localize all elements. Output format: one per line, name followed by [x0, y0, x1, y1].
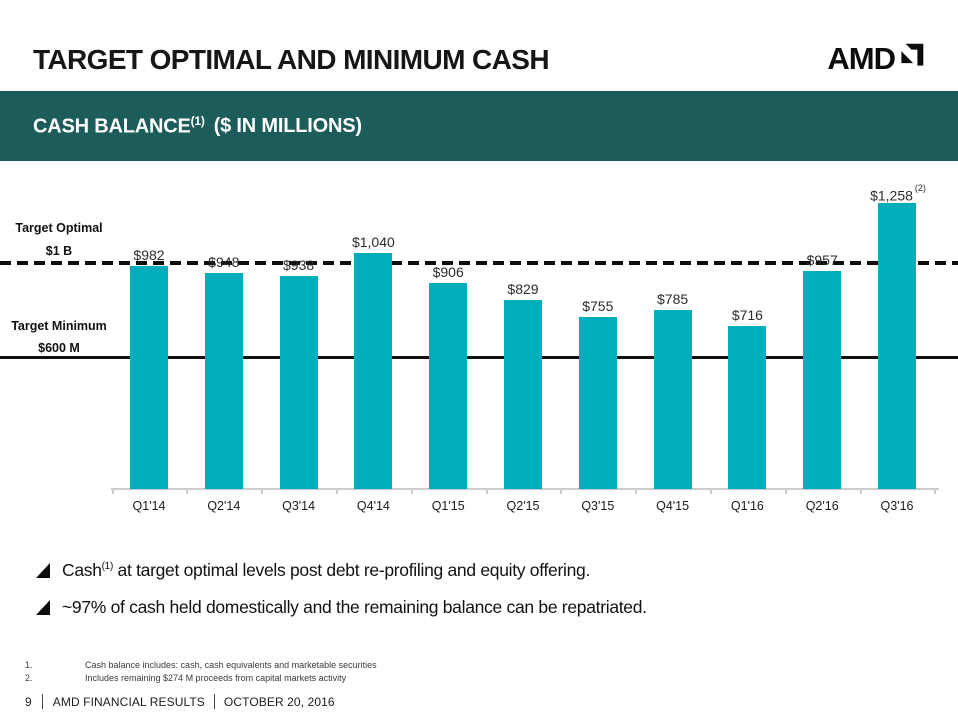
- footnote-text: Cash balance includes: cash, cash equiva…: [85, 660, 377, 670]
- axis-tick: [784, 489, 787, 494]
- bar-Q4'15: [653, 310, 692, 489]
- bullet-text: Cash(1) at target optimal levels post de…: [62, 560, 590, 581]
- x-axis-label: Q2'16: [805, 499, 839, 513]
- triangle-bullet-icon: [36, 563, 50, 578]
- bar-Q2'15: [504, 300, 542, 489]
- bar-value-label: $948: [208, 254, 240, 271]
- axis-tick: [859, 489, 862, 494]
- bullet-item: Cash(1) at target optimal levels post de…: [36, 560, 590, 581]
- target-minimum-label: Target Minimum: [11, 319, 107, 333]
- footnote-item: 1. Cash balance includes: cash, cash equ…: [25, 660, 377, 670]
- bullet-prefix: Cash: [62, 560, 102, 580]
- bar-Q2'14: [204, 273, 243, 489]
- bar-value-label: $957: [806, 252, 838, 269]
- target-optimal-label: Target Optimal: [15, 221, 103, 235]
- axis-tick: [710, 489, 712, 494]
- bar-Q2'16: [803, 271, 842, 489]
- banner-title: CASH BALANCE(1) ($ IN MILLIONS): [33, 114, 362, 139]
- bar-value-footnote-sup: (2): [914, 182, 926, 193]
- x-axis-label: Q4'14: [356, 499, 390, 513]
- x-axis-label: Q4'15: [656, 499, 690, 513]
- axis-tick: [410, 489, 413, 494]
- target-minimum-value: $600 M: [38, 341, 80, 355]
- x-axis-line: [111, 488, 939, 490]
- axis-tick: [635, 489, 638, 494]
- axis-tick: [336, 489, 338, 494]
- x-axis-label: Q3'16: [880, 499, 914, 513]
- axis-tick: [934, 489, 937, 494]
- amd-wordmark: AMD: [827, 40, 896, 76]
- amd-logo: AMD: [827, 42, 925, 74]
- axis-tick: [485, 489, 488, 494]
- target-optimal-value: $1 B: [45, 244, 73, 258]
- page-number: 9: [25, 694, 32, 709]
- bar-value-label: $1,040: [351, 233, 395, 250]
- bar-Q3'15: [578, 317, 617, 489]
- axis-tick: [560, 489, 563, 494]
- bar-Q1'14: [130, 265, 168, 489]
- footer-title: AMD FINANCIAL RESULTS: [52, 694, 205, 709]
- bar-Q3'14: [279, 275, 318, 489]
- footnote-item: 2. Includes remaining $274 M proceeds fr…: [25, 673, 377, 683]
- banner-title-main: CASH BALANCE: [33, 115, 191, 138]
- footnote-text: Includes remaining $274 M proceeds from …: [85, 673, 347, 683]
- bar-value-label: $1,258 (2): [870, 182, 926, 204]
- target-optimal-dashed-line: [0, 261, 958, 265]
- bullet-body: ~97% of cash held domestically and the r…: [62, 597, 647, 617]
- bar-value-label: $755: [582, 298, 614, 315]
- bullet-footnote-sup: (1): [101, 561, 114, 573]
- footnote-number: 1.: [25, 660, 33, 670]
- bar-value-label: $716: [731, 307, 763, 324]
- page-title: TARGET OPTIMAL AND MINIMUM CASH: [33, 44, 550, 75]
- footnotes: 1. Cash balance includes: cash, cash equ…: [25, 660, 377, 686]
- x-axis-label: Q3'15: [581, 499, 615, 513]
- bar-value-label: $829: [507, 281, 539, 298]
- footer-date: OCTOBER 20, 2016: [223, 694, 335, 709]
- bar-Q1'15: [429, 282, 468, 489]
- section-banner: CASH BALANCE(1) ($ IN MILLIONS): [0, 91, 958, 161]
- bar-value-label: $982: [133, 246, 165, 263]
- banner-subtitle: ($ IN MILLIONS): [213, 115, 362, 138]
- axis-tick: [111, 489, 114, 494]
- footer-divider: [41, 694, 43, 709]
- bullet-body: at target optimal levels post debt re-pr…: [112, 560, 591, 580]
- x-axis-label: Q1'15: [431, 499, 465, 513]
- bar-value-label: $906: [432, 263, 464, 280]
- bar-value-label: $938: [283, 256, 315, 273]
- bar-value-label: $785: [657, 291, 689, 308]
- slide-footer: 9 AMD FINANCIAL RESULTS OCTOBER 20, 2016: [25, 694, 335, 709]
- x-axis-label: Q1'16: [730, 499, 764, 513]
- bullet-text: ~97% of cash held domestically and the r…: [62, 597, 647, 618]
- amd-arrow-icon: [898, 42, 925, 74]
- axis-tick: [261, 489, 264, 494]
- x-axis-label: Q1'14: [132, 499, 166, 513]
- x-axis-label: Q2'15: [506, 499, 540, 513]
- axis-tick: [186, 489, 189, 494]
- x-axis-label: Q3'14: [282, 499, 316, 513]
- footer-divider: [213, 694, 215, 709]
- banner-title-footnote-sup: (1): [190, 113, 205, 128]
- target-minimum-solid-line: [0, 356, 958, 359]
- bar-Q4'14: [354, 252, 393, 489]
- bar-Q3'16: [878, 202, 916, 489]
- bar-Q1'16: [728, 326, 767, 489]
- bullet-item: ~97% of cash held domestically and the r…: [36, 597, 647, 618]
- triangle-bullet-icon: [36, 600, 50, 615]
- footnote-number: 2.: [25, 673, 33, 683]
- x-axis-label: Q2'14: [207, 499, 241, 513]
